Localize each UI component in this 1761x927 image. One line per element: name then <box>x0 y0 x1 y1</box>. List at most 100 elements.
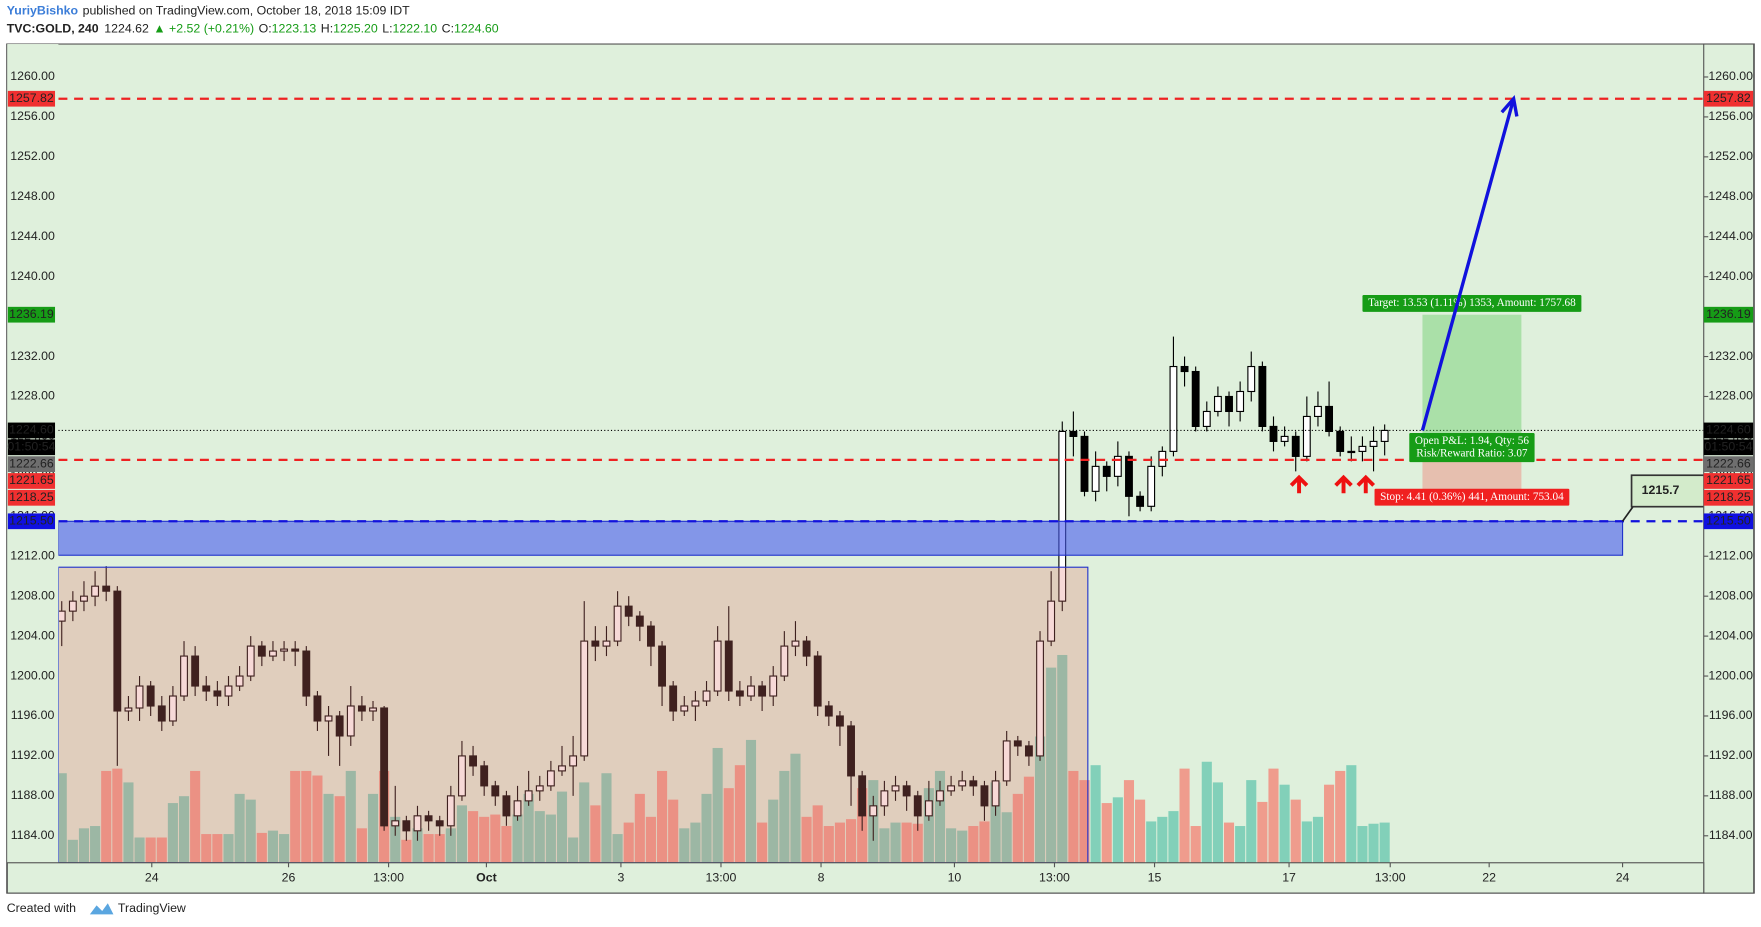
volume-bar <box>879 828 890 863</box>
y-tick-label: 1252.00 <box>1708 149 1753 163</box>
candle-body <box>102 585 111 592</box>
candle-body <box>580 640 589 757</box>
candle-body <box>1358 445 1367 452</box>
symbol: TVC:GOLD, 240 <box>7 22 99 36</box>
candle-body <box>947 785 956 792</box>
candle-body <box>446 795 455 827</box>
candle-body <box>624 605 633 617</box>
volume-bar <box>901 822 912 863</box>
x-tick-label: 24 <box>1616 871 1630 885</box>
price-label-box <box>1703 489 1754 506</box>
candle-body <box>1036 640 1044 757</box>
candle-body <box>936 790 944 802</box>
candle-body <box>113 590 122 712</box>
y-tick-label: 1208.00 <box>1708 588 1753 602</box>
candle-body <box>1058 430 1067 602</box>
candle-body <box>769 675 778 697</box>
volume-bar <box>134 837 145 863</box>
y-tick-label: 1208.00 <box>10 588 55 602</box>
candle-body <box>513 800 522 817</box>
change: ▲ +2.52 (+0.21%) <box>153 22 254 36</box>
x-tick-label: 22 <box>1482 871 1496 885</box>
volume-bar <box>612 834 623 863</box>
plot-background <box>6 43 1755 894</box>
volume-bar <box>1368 823 1379 863</box>
candle-body <box>280 648 289 652</box>
price-label: 1222.66 <box>9 456 54 470</box>
symbol-line: TVC:GOLD, 240 1224.62 ▲ +2.52 (+0.21%) O:12… <box>7 22 499 36</box>
candle-body <box>791 640 800 647</box>
candle-body <box>435 820 444 827</box>
x-tick-label: 13:00 <box>373 871 404 885</box>
pnl-label: Open P&L: 1.94, Qty: 56 <box>1415 435 1529 447</box>
y-tick-label: 1212.00 <box>10 548 55 562</box>
volume-bar <box>445 828 456 863</box>
x-tick-label: 24 <box>145 871 159 885</box>
candle-body <box>1125 455 1133 497</box>
candle-body <box>1213 395 1222 413</box>
volume-bar <box>668 799 679 863</box>
price-label-box <box>1703 513 1754 530</box>
volume-bar <box>590 805 601 863</box>
y-tick-label: 1192.00 <box>11 748 55 762</box>
candle-body <box>469 755 477 767</box>
candle-body <box>1180 365 1189 373</box>
candle-body <box>380 707 389 827</box>
candle-body <box>1169 365 1178 452</box>
candle-body <box>591 640 600 647</box>
pnl-label-box <box>1409 432 1535 463</box>
y-tick-label: 1204.00 <box>1708 628 1753 642</box>
candle-body <box>346 705 355 737</box>
volume-bar <box>757 822 768 863</box>
candle-body <box>1069 430 1078 437</box>
price-label: 1218.25 <box>9 490 54 504</box>
candle-body <box>647 625 655 647</box>
volume-bar <box>845 819 857 863</box>
candle-body <box>780 645 789 677</box>
volume-bar <box>979 821 990 863</box>
candle-body <box>1269 425 1278 442</box>
candle-body <box>913 795 922 817</box>
volume-bar <box>1279 784 1290 863</box>
candle-body <box>702 690 711 702</box>
volume-bar <box>1301 821 1312 863</box>
candle-body <box>369 707 377 712</box>
volume-bar <box>679 828 690 863</box>
candle-body <box>1302 415 1311 457</box>
volume-bar <box>512 814 523 863</box>
volume-bar <box>401 839 412 863</box>
trend-arrow <box>1420 98 1516 431</box>
stop-label: Stop: 4.41 (0.36%) 441, Amount: 753.04 <box>1380 491 1564 503</box>
volume-bar <box>934 770 946 863</box>
candle-body <box>80 595 88 602</box>
candle-body <box>269 650 277 657</box>
candle-body <box>869 805 878 817</box>
candle-body <box>458 755 466 797</box>
volume-bar <box>101 770 112 863</box>
price-label-box <box>1703 473 1754 489</box>
volume-bar <box>1057 654 1068 863</box>
candle-body <box>758 685 767 697</box>
volume-bar <box>323 793 334 863</box>
footer-brand[interactable]: TradingView <box>118 901 186 915</box>
volume-bar <box>234 793 245 863</box>
header-line: YuriyBishko published on TradingView.com,… <box>7 4 410 18</box>
candle-body <box>602 640 611 647</box>
volume-bar <box>145 837 156 863</box>
volume-bar <box>356 828 367 863</box>
volume-bar <box>1346 765 1357 863</box>
price-label: 1224.60 <box>9 423 54 437</box>
volume-bar <box>1079 780 1090 863</box>
candle-body <box>391 820 400 827</box>
candle-body <box>291 648 300 652</box>
volume-bar <box>267 830 279 863</box>
y-tick-label: 1256.00 <box>10 109 55 123</box>
volume-bar <box>1246 780 1257 863</box>
volume-bar <box>912 823 923 863</box>
candle-body <box>157 705 166 722</box>
last-price: 1224.62 <box>104 22 149 36</box>
candle-body <box>202 685 211 692</box>
volume-bar <box>412 828 423 863</box>
volume-bar <box>123 782 134 863</box>
y-tick-label: 1200.00 <box>1708 668 1753 682</box>
